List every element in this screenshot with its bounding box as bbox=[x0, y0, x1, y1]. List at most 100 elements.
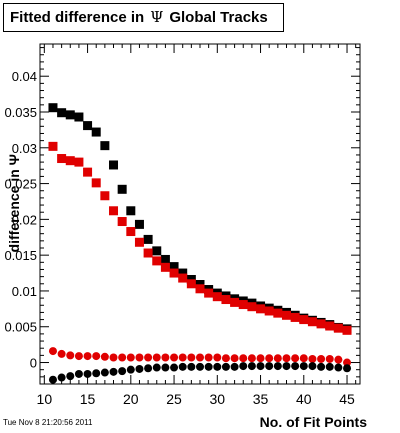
data-point-circle bbox=[204, 362, 213, 371]
data-point-square bbox=[186, 279, 196, 289]
data-point-circle bbox=[221, 362, 230, 371]
data-point-circle bbox=[161, 353, 170, 362]
data-point-square bbox=[169, 262, 179, 272]
data-point-square bbox=[134, 237, 144, 247]
data-point-circle bbox=[299, 362, 308, 371]
data-point-square bbox=[307, 317, 317, 327]
data-point-circle bbox=[109, 353, 118, 362]
data-point-square bbox=[57, 154, 67, 164]
data-point-circle bbox=[170, 353, 179, 362]
data-point-square bbox=[126, 206, 136, 216]
data-point-square bbox=[160, 254, 170, 264]
data-point-square bbox=[230, 297, 240, 307]
y-tick-label: 0 bbox=[30, 356, 37, 371]
data-point-square bbox=[83, 121, 93, 131]
data-point-circle bbox=[256, 354, 265, 363]
data-point-square bbox=[74, 112, 84, 122]
data-point-circle bbox=[74, 369, 83, 378]
data-point-square bbox=[256, 304, 266, 314]
data-point-circle bbox=[204, 353, 213, 362]
data-point-circle bbox=[66, 351, 75, 360]
data-point-circle bbox=[161, 363, 170, 372]
data-point-square bbox=[109, 160, 119, 170]
plot-frame bbox=[39, 43, 361, 385]
data-point-circle bbox=[118, 353, 127, 362]
data-point-square bbox=[100, 141, 110, 151]
x-axis-label: No. of Fit Points bbox=[260, 414, 368, 430]
data-point-circle bbox=[135, 353, 144, 362]
data-point-circle bbox=[83, 369, 92, 378]
data-point-square bbox=[134, 219, 144, 229]
data-point-circle bbox=[325, 354, 334, 363]
data-point-circle bbox=[178, 353, 187, 362]
data-point-circle bbox=[291, 362, 300, 371]
data-point-square bbox=[333, 323, 343, 333]
data-point-circle bbox=[170, 363, 179, 372]
x-tick-label: 10 bbox=[37, 391, 53, 407]
y-tick-label: 0.01 bbox=[12, 284, 37, 299]
title-prefix: Fitted difference in bbox=[10, 9, 145, 26]
data-point-square bbox=[152, 246, 162, 256]
data-point-circle bbox=[48, 375, 57, 384]
data-point-square bbox=[316, 319, 326, 329]
data-point-circle bbox=[239, 354, 248, 363]
data-point-circle bbox=[152, 363, 161, 372]
data-point-circle bbox=[282, 362, 291, 371]
data-point-square bbox=[143, 234, 153, 244]
y-tick-label: 0.04 bbox=[12, 69, 37, 84]
data-point-circle bbox=[144, 353, 153, 362]
chart-title: Fitted difference in Ψ Global Tracks bbox=[3, 3, 284, 32]
data-point-circle bbox=[74, 352, 83, 361]
data-point-circle bbox=[230, 354, 239, 363]
data-point-circle bbox=[221, 354, 230, 363]
data-point-circle bbox=[291, 354, 300, 363]
data-point-square bbox=[325, 321, 335, 331]
data-point-square bbox=[264, 306, 274, 316]
title-psi-symbol: Ψ bbox=[150, 8, 164, 26]
data-point-square bbox=[117, 184, 127, 194]
tick-labels: 10 15 20 25 30 35 40 45 0 0.005 0.01 0.015 0.02 0.025… bbox=[4, 69, 355, 407]
data-point-circle bbox=[343, 364, 352, 373]
data-point-circle bbox=[196, 362, 204, 371]
x-tick-label: 15 bbox=[80, 391, 96, 407]
data-point-square bbox=[169, 268, 179, 278]
y-tick-label: 0.015 bbox=[4, 248, 37, 263]
y-tick-label: 0.02 bbox=[12, 212, 37, 227]
x-tick-label: 25 bbox=[166, 391, 182, 407]
x-tick-label: 30 bbox=[210, 391, 226, 407]
data-point-circle bbox=[299, 354, 308, 363]
data-marks bbox=[48, 103, 352, 384]
data-point-circle bbox=[308, 354, 317, 363]
data-point-circle bbox=[187, 353, 196, 362]
data-point-circle bbox=[256, 362, 265, 371]
data-point-square bbox=[57, 108, 67, 118]
data-point-circle bbox=[343, 358, 352, 367]
data-point-circle bbox=[126, 353, 135, 362]
data-point-circle bbox=[273, 354, 282, 363]
data-point-square bbox=[290, 312, 300, 322]
data-point-circle bbox=[247, 362, 256, 371]
x-tick-label: 20 bbox=[123, 391, 139, 407]
x-tick-label: 35 bbox=[253, 391, 269, 407]
data-point-square bbox=[281, 310, 291, 320]
data-point-circle bbox=[109, 367, 118, 376]
data-point-circle bbox=[317, 354, 326, 363]
data-point-square bbox=[178, 273, 188, 283]
data-point-square bbox=[100, 191, 110, 201]
data-point-circle bbox=[83, 352, 92, 361]
data-point-circle bbox=[92, 369, 101, 378]
data-point-circle bbox=[213, 362, 222, 371]
data-point-circle bbox=[48, 347, 57, 356]
data-point-square bbox=[160, 262, 170, 272]
title-suffix: Global Tracks bbox=[169, 9, 268, 26]
data-point-square bbox=[238, 300, 248, 310]
data-point-square bbox=[212, 292, 222, 302]
x-tick-label: 45 bbox=[339, 391, 355, 407]
data-point-circle bbox=[317, 362, 326, 371]
data-point-circle bbox=[118, 367, 127, 376]
data-point-square bbox=[247, 302, 257, 312]
data-point-square bbox=[126, 227, 136, 237]
data-point-square bbox=[195, 284, 205, 294]
data-point-circle bbox=[282, 354, 291, 363]
data-point-circle bbox=[196, 353, 204, 362]
